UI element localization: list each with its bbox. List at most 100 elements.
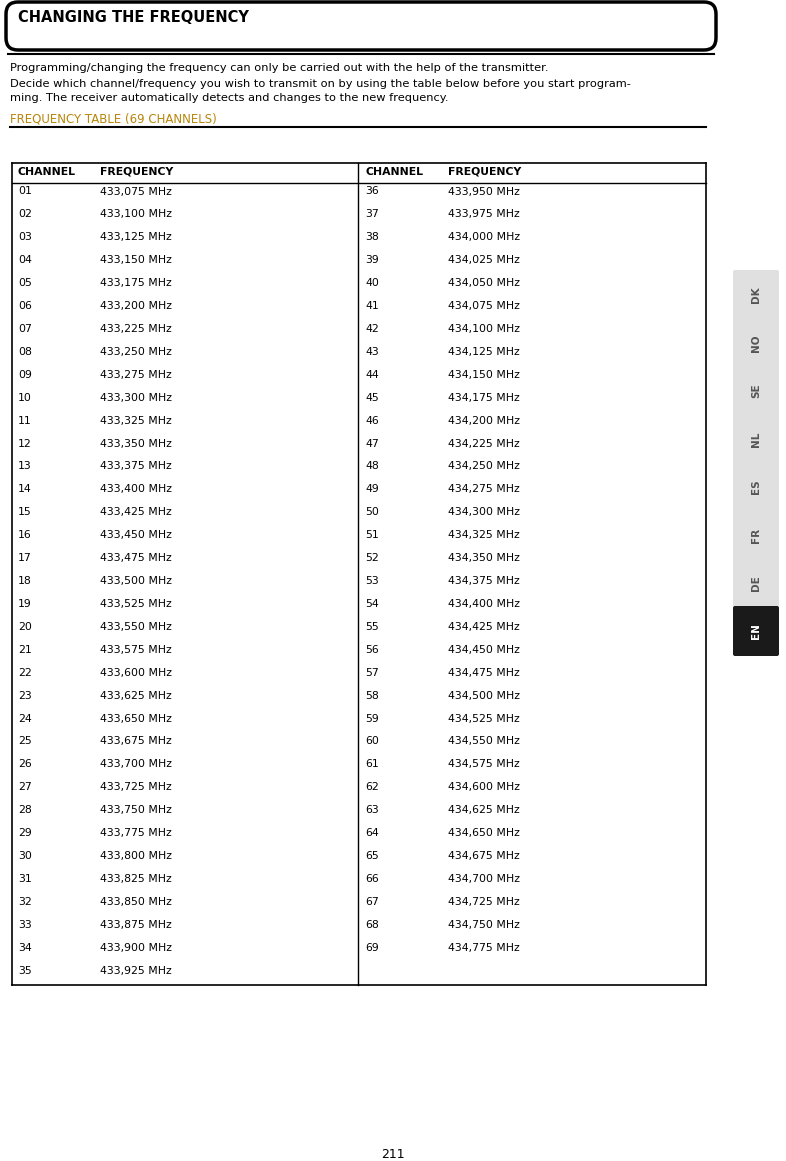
FancyBboxPatch shape: [733, 318, 779, 368]
Text: 434,325 MHz: 434,325 MHz: [448, 531, 520, 540]
Text: 434,775 MHz: 434,775 MHz: [448, 943, 520, 953]
Text: 433,950 MHz: 433,950 MHz: [448, 187, 520, 196]
FancyBboxPatch shape: [733, 510, 779, 560]
Text: 40: 40: [365, 279, 379, 288]
Text: 21: 21: [18, 644, 31, 655]
Text: 433,425 MHz: 433,425 MHz: [100, 507, 172, 518]
Text: 434,375 MHz: 434,375 MHz: [448, 576, 520, 586]
Text: 433,875 MHz: 433,875 MHz: [100, 920, 172, 930]
Text: 07: 07: [18, 324, 32, 334]
Text: 35: 35: [18, 966, 31, 975]
Text: 434,050 MHz: 434,050 MHz: [448, 279, 520, 288]
Text: 433,775 MHz: 433,775 MHz: [100, 828, 172, 838]
Text: 434,400 MHz: 434,400 MHz: [448, 599, 520, 610]
FancyBboxPatch shape: [733, 606, 779, 656]
Text: 63: 63: [365, 806, 379, 815]
Text: 49: 49: [365, 484, 379, 495]
Text: 211: 211: [381, 1148, 405, 1161]
Text: 34: 34: [18, 943, 31, 953]
Text: 67: 67: [365, 896, 379, 907]
Text: 434,275 MHz: 434,275 MHz: [448, 484, 520, 495]
Text: 434,725 MHz: 434,725 MHz: [448, 896, 520, 907]
Text: 47: 47: [365, 439, 379, 448]
Text: 433,525 MHz: 433,525 MHz: [100, 599, 172, 610]
Text: NO: NO: [751, 334, 761, 352]
Text: 434,675 MHz: 434,675 MHz: [448, 851, 520, 861]
Text: 434,000 MHz: 434,000 MHz: [448, 232, 520, 243]
Text: 433,500 MHz: 433,500 MHz: [100, 576, 172, 586]
Text: 30: 30: [18, 851, 32, 861]
Text: 434,525 MHz: 434,525 MHz: [448, 714, 520, 723]
Text: 19: 19: [18, 599, 31, 610]
Text: 54: 54: [365, 599, 379, 610]
Text: 433,925 MHz: 433,925 MHz: [100, 966, 172, 975]
Text: 33: 33: [18, 920, 31, 930]
Text: 433,250 MHz: 433,250 MHz: [100, 347, 172, 356]
Text: 55: 55: [365, 622, 379, 632]
Text: DE: DE: [751, 575, 761, 591]
Text: 12: 12: [18, 439, 31, 448]
FancyBboxPatch shape: [733, 462, 779, 512]
Text: CHANNEL: CHANNEL: [365, 167, 423, 176]
Text: 433,300 MHz: 433,300 MHz: [100, 392, 172, 403]
Text: 433,150 MHz: 433,150 MHz: [100, 255, 172, 265]
Text: 433,350 MHz: 433,350 MHz: [100, 439, 172, 448]
Text: 68: 68: [365, 920, 379, 930]
Text: 41: 41: [365, 301, 379, 311]
Text: 43: 43: [365, 347, 379, 356]
Text: 434,350 MHz: 434,350 MHz: [448, 553, 520, 563]
Text: 433,450 MHz: 433,450 MHz: [100, 531, 172, 540]
FancyBboxPatch shape: [733, 558, 779, 608]
Text: 56: 56: [365, 644, 379, 655]
Text: 433,700 MHz: 433,700 MHz: [100, 759, 172, 770]
Text: Decide which channel/frequency you wish to transmit on by using the table below : Decide which channel/frequency you wish …: [10, 79, 631, 89]
Text: 23: 23: [18, 691, 31, 700]
Text: 05: 05: [18, 279, 32, 288]
Text: 17: 17: [18, 553, 31, 563]
Text: 38: 38: [365, 232, 379, 243]
Text: 48: 48: [365, 461, 379, 471]
Text: 433,750 MHz: 433,750 MHz: [100, 806, 172, 815]
Text: 434,475 MHz: 434,475 MHz: [448, 668, 520, 678]
Text: Programming/changing the frequency can only be carried out with the help of the : Programming/changing the frequency can o…: [10, 63, 549, 73]
Text: 09: 09: [18, 370, 32, 380]
Text: 42: 42: [365, 324, 379, 334]
Text: SE: SE: [751, 383, 761, 398]
Text: 53: 53: [365, 576, 379, 586]
Text: 434,750 MHz: 434,750 MHz: [448, 920, 520, 930]
Text: 433,850 MHz: 433,850 MHz: [100, 896, 172, 907]
Text: 434,300 MHz: 434,300 MHz: [448, 507, 520, 518]
FancyBboxPatch shape: [733, 414, 779, 464]
Text: 433,175 MHz: 433,175 MHz: [100, 279, 172, 288]
Text: 434,500 MHz: 434,500 MHz: [448, 691, 520, 700]
Text: 15: 15: [18, 507, 31, 518]
Text: 433,325 MHz: 433,325 MHz: [100, 416, 172, 426]
Text: ES: ES: [751, 479, 761, 495]
Text: 433,275 MHz: 433,275 MHz: [100, 370, 172, 380]
Text: 61: 61: [365, 759, 379, 770]
Text: 433,625 MHz: 433,625 MHz: [100, 691, 172, 700]
Text: 434,650 MHz: 434,650 MHz: [448, 828, 520, 838]
Text: 01: 01: [18, 187, 32, 196]
Text: 59: 59: [365, 714, 379, 723]
Text: 04: 04: [18, 255, 32, 265]
Text: 69: 69: [365, 943, 379, 953]
Text: 434,075 MHz: 434,075 MHz: [448, 301, 520, 311]
Text: 57: 57: [365, 668, 379, 678]
Text: FREQUENCY: FREQUENCY: [100, 167, 173, 176]
Text: 434,100 MHz: 434,100 MHz: [448, 324, 520, 334]
Text: 64: 64: [365, 828, 379, 838]
Text: 433,400 MHz: 433,400 MHz: [100, 484, 172, 495]
Text: 13: 13: [18, 461, 31, 471]
Text: 06: 06: [18, 301, 32, 311]
Text: 02: 02: [18, 209, 32, 219]
Text: 11: 11: [18, 416, 31, 426]
Text: 433,725 MHz: 433,725 MHz: [100, 783, 172, 792]
Text: ming. The receiver automatically detects and changes to the new frequency.: ming. The receiver automatically detects…: [10, 93, 449, 103]
Text: EN: EN: [751, 623, 761, 639]
Text: 65: 65: [365, 851, 379, 861]
Text: 433,800 MHz: 433,800 MHz: [100, 851, 172, 861]
Text: 433,675 MHz: 433,675 MHz: [100, 736, 172, 747]
Text: 62: 62: [365, 783, 379, 792]
FancyBboxPatch shape: [733, 366, 779, 416]
